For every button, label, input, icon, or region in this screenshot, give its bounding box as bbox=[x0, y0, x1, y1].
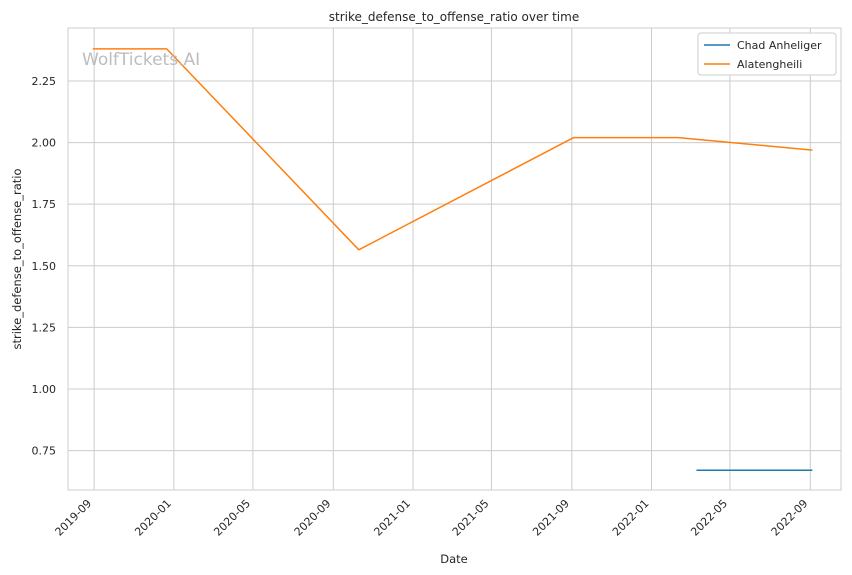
y-tick-label: 1.00 bbox=[32, 383, 57, 396]
y-axis-tick-labels: 0.75 1.00 1.25 1.50 1.75 2.00 2.25 bbox=[32, 75, 57, 458]
legend-box bbox=[697, 32, 837, 76]
series-lines bbox=[92, 48, 813, 472]
chart-title: strike_defense_to_offense_ratio over tim… bbox=[329, 10, 579, 24]
x-tick-label: 2019-09 bbox=[53, 497, 95, 539]
x-tick-label: 2020-05 bbox=[211, 497, 253, 539]
series-line-2 bbox=[92, 48, 813, 251]
y-tick-label: 1.25 bbox=[32, 321, 57, 334]
y-tick-label: 1.50 bbox=[32, 260, 57, 273]
y-tick-label: 2.00 bbox=[32, 137, 57, 150]
x-tick-label: 2022-05 bbox=[688, 497, 730, 539]
x-tick-label: 2020-01 bbox=[132, 497, 174, 539]
grid-lines bbox=[68, 28, 841, 490]
x-tick-label: 2022-09 bbox=[769, 497, 811, 539]
legend-label: Alatengheili bbox=[737, 58, 802, 71]
x-axis-title: Date bbox=[440, 552, 468, 566]
x-tick-label: 2021-09 bbox=[530, 497, 572, 539]
y-tick-label: 1.75 bbox=[32, 198, 57, 211]
y-tick-label: 2.25 bbox=[32, 75, 57, 88]
plot-area-frame bbox=[67, 27, 842, 491]
x-tick-label: 2022-01 bbox=[610, 497, 652, 539]
x-axis-tick-labels: 2019-09 2020-01 2020-05 2020-09 2021-01 2021-… bbox=[53, 497, 811, 539]
y-tick-label: 0.75 bbox=[32, 445, 57, 458]
x-tick-label: 2021-01 bbox=[371, 497, 413, 539]
watermark: WolfTickets.AI bbox=[82, 50, 200, 70]
x-tick-label: 2021-05 bbox=[450, 497, 492, 539]
y-axis-title: strike_defense_to_offense_ratio bbox=[10, 168, 24, 349]
legend: Chad Anheliger Alatengheili bbox=[697, 32, 837, 76]
x-tick-label: 2020-09 bbox=[292, 497, 334, 539]
legend-label: Chad Anheliger bbox=[737, 39, 822, 52]
